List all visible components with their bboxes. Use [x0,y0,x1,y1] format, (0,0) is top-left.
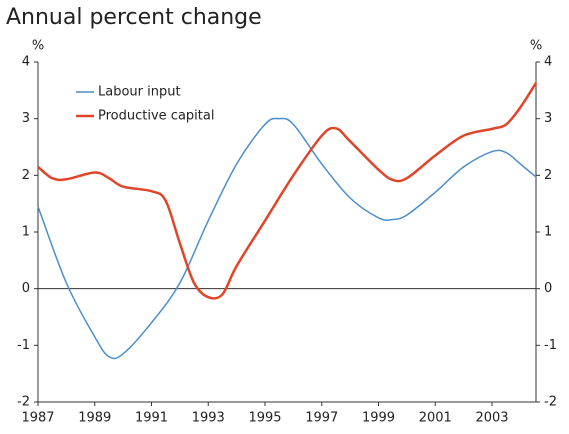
y2-tick-label: 1 [544,225,552,240]
legend-label: Productive capital [98,109,214,124]
y-tick-label: 2 [22,168,30,183]
y-tick-label: -1 [17,338,30,353]
x-tick-label: 2003 [475,411,508,426]
y2-tick-label: 3 [544,111,552,126]
y-unit: % [32,39,44,54]
x-tick-label: 1999 [362,411,395,426]
y-tick-label: -2 [17,395,30,410]
x-tick-label: 1997 [305,411,338,426]
y2-tick-label: 2 [544,168,552,183]
y-tick-label: 0 [22,281,30,296]
x-tick-label: 1993 [192,411,225,426]
y2-unit: % [530,39,542,54]
x-tick-label: 2001 [419,411,452,426]
x-tick-label: 1987 [21,411,54,426]
y2-tick-label: -1 [544,338,557,353]
x-tick-label: 1995 [248,411,281,426]
y2-tick-label: -2 [544,395,557,410]
legend-label: Labour input [98,85,181,100]
y-tick-label: 1 [22,225,30,240]
chart-title: Annual percent change [6,5,262,30]
x-tick-label: 1989 [78,411,111,426]
y2-tick-label: 0 [544,281,552,296]
x-tick-label: 1991 [135,411,168,426]
y2-tick-label: 4 [544,55,552,70]
series-line [37,117,537,360]
series-line [37,82,538,300]
y-tick-label: 4 [22,55,30,70]
y-tick-label: 3 [22,111,30,126]
